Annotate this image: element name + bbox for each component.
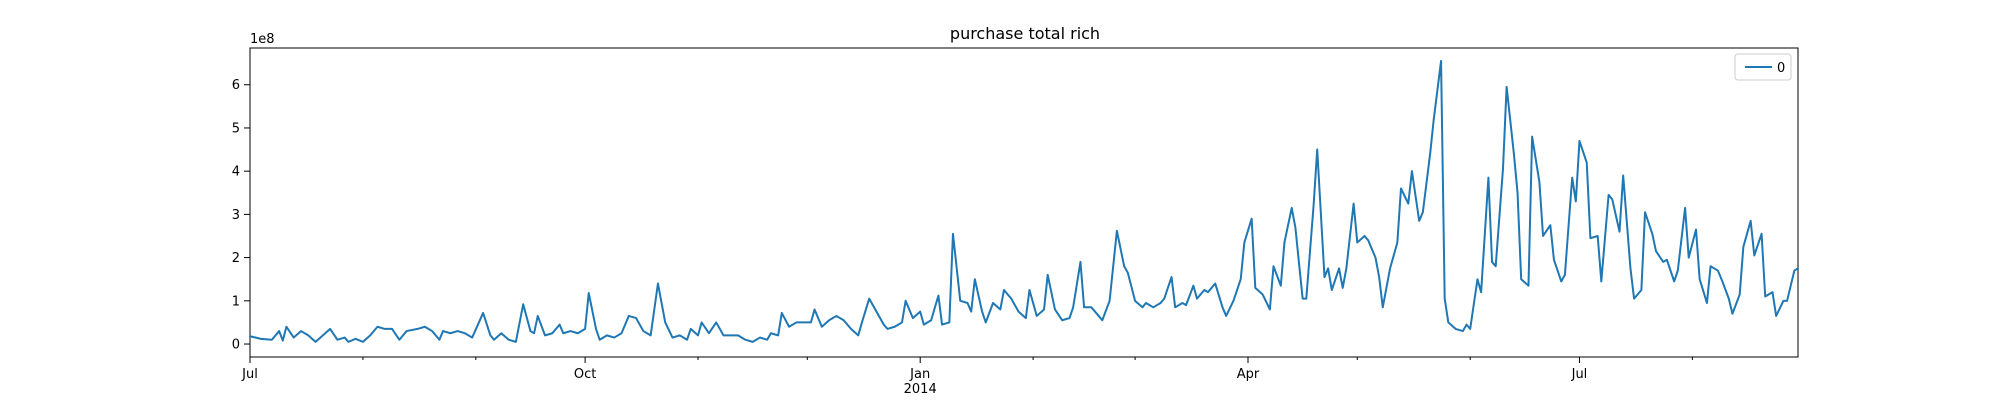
y-tick-label: 1 (232, 294, 240, 309)
y-offset-label: 1e8 (250, 32, 275, 47)
y-tick-label: 0 (232, 338, 240, 353)
y-tick-label: 2 (232, 251, 240, 266)
plot-area (249, 59, 1799, 343)
y-tick-label: 5 (232, 121, 240, 136)
x-tick-label: Jul (1571, 367, 1588, 382)
x-tick-label: Apr (1237, 367, 1260, 382)
x-tick-year-label: 2014 (904, 382, 937, 397)
chart-title: purchase total rich (950, 24, 1100, 43)
plot-frame (249, 47, 1799, 358)
x-tick-label: Oct (574, 367, 596, 382)
y-tick-label: 6 (232, 78, 240, 93)
series-line-0 (249, 59, 1799, 343)
legend-label: 0 (1777, 61, 1785, 76)
legend[interactable]: 0 (1734, 53, 1792, 81)
x-tick-label: Jan (909, 367, 930, 382)
y-tick-label: 3 (232, 208, 240, 223)
y-tick-label: 4 (232, 165, 240, 180)
x-tick-label: Jul (241, 367, 258, 382)
